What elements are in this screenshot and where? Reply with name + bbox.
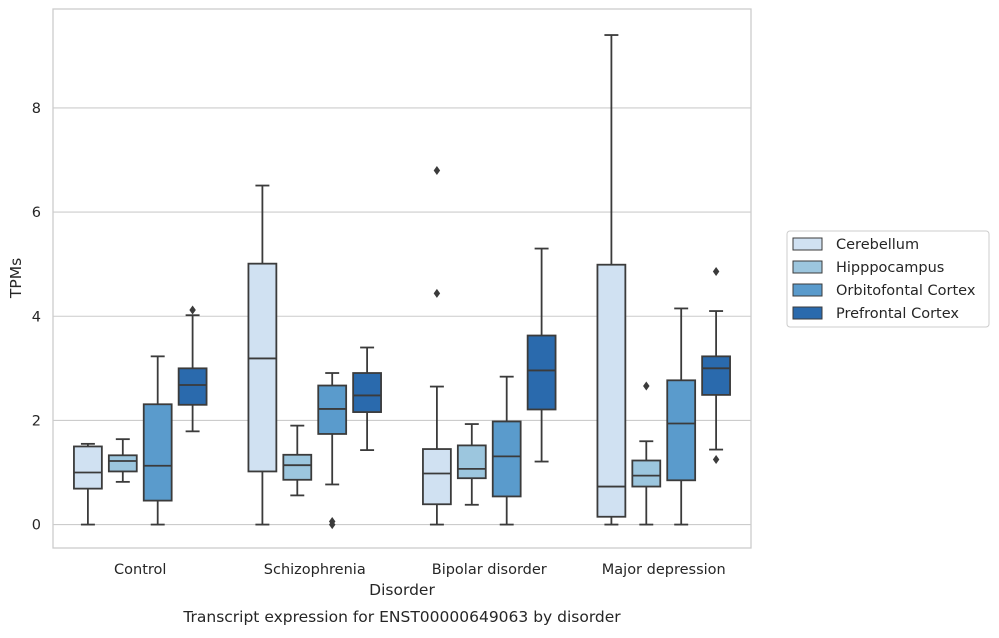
box-group xyxy=(701,266,731,464)
box-group xyxy=(526,247,557,463)
legend-swatch xyxy=(792,306,823,320)
x-tick-labels: Control Schizophrenia Bipolar disorder Majo… xyxy=(114,562,726,578)
outlier-point xyxy=(189,305,196,315)
x-tick-label: Schizophrenia xyxy=(264,562,366,578)
legend-swatch xyxy=(792,237,823,251)
x-tick-label: Bipolar disorder xyxy=(432,562,547,578)
outlier-point xyxy=(433,165,441,175)
box xyxy=(666,379,697,482)
box xyxy=(282,453,313,481)
box xyxy=(596,263,627,518)
outlier-point xyxy=(712,454,720,464)
box xyxy=(526,334,557,411)
plot-frame xyxy=(52,8,752,549)
box xyxy=(177,367,208,406)
box xyxy=(422,448,452,506)
box-group xyxy=(142,355,173,526)
box-group xyxy=(456,423,487,506)
box-group xyxy=(352,346,382,451)
box xyxy=(142,403,173,502)
box-group xyxy=(666,307,697,526)
box-group xyxy=(317,372,348,530)
legend-swatch xyxy=(792,260,823,274)
chart-caption: Transcript expression for ENST0000064906… xyxy=(182,608,621,626)
legend-frame xyxy=(786,230,990,328)
legend-label: Cerebellum xyxy=(836,237,919,253)
box xyxy=(631,459,662,488)
box xyxy=(491,420,522,498)
x-axis-label: Disorder xyxy=(369,581,435,599)
y-tick-labels: 0 2 4 6 8 xyxy=(32,101,41,534)
y-tick-label: 0 xyxy=(32,518,41,534)
outlier-point xyxy=(433,288,441,298)
box-group xyxy=(247,184,278,526)
legend-swatch xyxy=(792,283,823,297)
box-group xyxy=(107,438,138,483)
legend-label: Hipppocampus xyxy=(836,260,944,276)
legend-label: Prefrontal Cortex xyxy=(836,306,959,322)
box-group xyxy=(422,165,452,526)
y-tick-label: 8 xyxy=(32,101,41,117)
boxes xyxy=(73,34,731,530)
legend-items: Cerebellum Hipppocampus Orbitofontal Corte… xyxy=(792,237,976,322)
box xyxy=(73,445,103,490)
legend-label: Orbitofontal Cortex xyxy=(836,283,976,299)
x-tick-label: Major depression xyxy=(602,562,726,578)
outlier-point xyxy=(643,381,650,391)
box xyxy=(352,372,382,413)
y-axis-label: TPMs xyxy=(7,258,25,299)
box xyxy=(247,262,278,473)
box xyxy=(107,454,138,473)
box-group xyxy=(177,305,208,433)
y-tick-label: 4 xyxy=(32,309,41,325)
outlier-point xyxy=(712,266,720,276)
outlier-point xyxy=(328,516,336,526)
box-group xyxy=(596,34,627,526)
box-group xyxy=(631,381,662,526)
box-group xyxy=(73,442,103,526)
y-tick-label: 2 xyxy=(32,413,41,429)
x-tick-label: Control xyxy=(114,562,166,578)
box xyxy=(456,444,487,480)
legend: Cerebellum Hipppocampus Orbitofontal Corte… xyxy=(786,230,990,328)
y-tick-label: 6 xyxy=(32,205,41,221)
box-group xyxy=(491,375,522,526)
box xyxy=(701,355,731,396)
box-group xyxy=(282,424,313,497)
